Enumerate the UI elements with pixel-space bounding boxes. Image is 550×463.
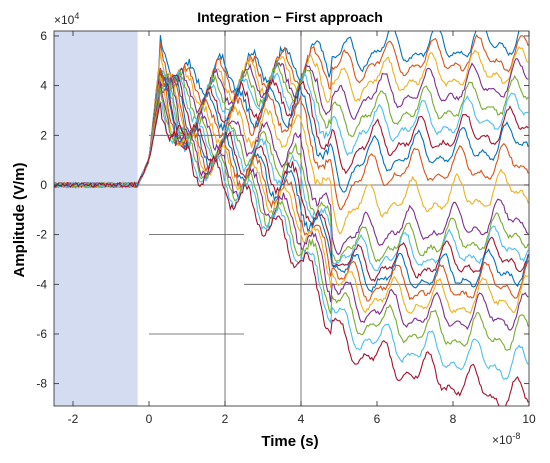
x-tick-label: 4: [298, 412, 305, 426]
x-tick-label: 2: [222, 412, 229, 426]
x-tick-label: -2: [68, 412, 79, 426]
x-tick-label: 10: [522, 412, 536, 426]
x-axis-label: Time (s): [261, 433, 318, 450]
chart-title: Integration − First approach: [197, 9, 383, 25]
x-tick-label: 8: [450, 412, 457, 426]
y-axis-label: Amplitude (V/m): [11, 162, 28, 277]
series-line: [54, 102, 529, 406]
series-line: [54, 74, 529, 315]
y-tick-label: 2: [40, 128, 47, 142]
y-axis-multiplier: ×104: [54, 11, 79, 27]
plot-area: -2 0 2 4 6 8 10 -8 -6 -4 -2 0 2 4 6: [36, 29, 536, 426]
series-line: [54, 81, 529, 331]
svg-text:×104: ×104: [54, 11, 79, 27]
svg-text:×10-8: ×10-8: [492, 431, 520, 447]
x-tick-label: 0: [146, 412, 153, 426]
y-tick-label: -4: [36, 277, 47, 291]
x-axis-multiplier: ×10-8: [492, 431, 520, 447]
y-tick-label: 6: [40, 29, 47, 43]
y-tick-label: -8: [36, 377, 47, 391]
y-tick-label: -6: [36, 327, 47, 341]
baseline-shaded-region: [54, 31, 138, 406]
y-tick-label: 0: [40, 178, 47, 192]
axes-box: [53, 30, 530, 407]
x-tick-label: 6: [374, 412, 381, 426]
series-group: [54, 31, 529, 406]
y-tick-label: 4: [40, 79, 47, 93]
y-tick-label: -2: [36, 228, 47, 242]
